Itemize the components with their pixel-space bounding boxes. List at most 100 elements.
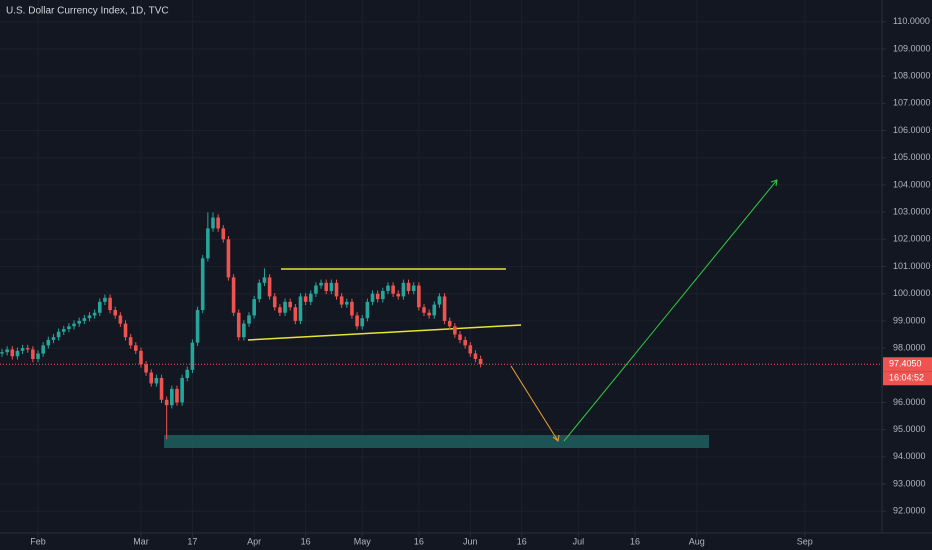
candle-body (206, 228, 210, 259)
y-tick-label: 101.0000 (893, 261, 931, 271)
support-line (247, 324, 522, 341)
candle-body (334, 282, 339, 297)
x-tick-label: 16 (301, 536, 311, 546)
down-arrow (510, 365, 559, 442)
candle-body (319, 282, 323, 286)
candle-body (278, 307, 282, 313)
candle-body (159, 377, 164, 400)
candle-body (103, 297, 107, 302)
x-tick-label: Mar (133, 536, 149, 546)
candle-body (123, 323, 128, 338)
candle-body (231, 277, 236, 313)
candle-body (164, 399, 169, 406)
candle-body (391, 285, 395, 294)
candle-body (432, 304, 437, 316)
candle-body (324, 282, 329, 291)
x-tick-label: Apr (247, 536, 261, 546)
last-price-tag (883, 357, 932, 372)
candle-body (154, 377, 159, 384)
candle-body (61, 329, 66, 332)
candle-body (473, 353, 478, 359)
y-tick-label: 96.0000 (893, 397, 926, 407)
candle-body (36, 353, 40, 359)
up-arrow (563, 179, 778, 442)
candle-body (226, 239, 231, 278)
candle-body (252, 299, 256, 316)
candle-body (427, 312, 431, 316)
candle-body (458, 334, 462, 340)
candle-body (180, 377, 184, 403)
candle-body (87, 315, 92, 319)
x-tick-label: Aug (689, 536, 705, 546)
candle-body (329, 282, 334, 291)
x-tick-label: 17 (187, 536, 197, 546)
candle-body (406, 282, 411, 291)
y-tick-label: 100.0000 (893, 288, 931, 298)
candle-body (242, 323, 246, 338)
candle-body (56, 331, 61, 338)
candles (0, 212, 483, 440)
candle-body (375, 293, 380, 300)
y-tick-label: 103.0000 (893, 206, 931, 216)
candle-body (262, 277, 267, 283)
y-tick-label: 95.0000 (893, 424, 926, 434)
candle-body (139, 350, 143, 365)
countdown-tag (883, 371, 932, 386)
candle-body (478, 358, 483, 365)
y-tick-label: 108.0000 (893, 71, 931, 81)
candle-body (381, 290, 385, 300)
candle-body (175, 388, 179, 403)
y-tick-label: 109.0000 (893, 43, 931, 53)
candle-body (293, 307, 298, 321)
candle-body (401, 282, 406, 297)
y-tick-label: 104.0000 (893, 179, 931, 189)
candle-body (257, 282, 262, 300)
y-tick-label: 94.0000 (893, 451, 926, 461)
candle-body (216, 217, 220, 229)
candle-body (51, 337, 56, 340)
candle-body (314, 285, 318, 294)
candle-body (5, 349, 9, 353)
candle-body (360, 318, 365, 327)
y-tick-label: 107.0000 (893, 98, 931, 108)
candle-body (20, 348, 25, 351)
y-tick-label: 93.0000 (893, 478, 926, 488)
candle-body (422, 307, 426, 313)
y-tick-label: 106.0000 (893, 125, 931, 135)
candle-body (221, 228, 226, 240)
y-tick-label: 105.0000 (893, 152, 931, 162)
candle-body (10, 349, 15, 357)
candle-body (77, 320, 81, 324)
candle-body (247, 315, 251, 324)
candle-body (211, 217, 215, 229)
y-tick-label: 110.0000 (893, 16, 930, 26)
candle-body (72, 323, 76, 327)
candle-body (298, 296, 303, 321)
candle-body (113, 310, 118, 316)
candle-body (386, 285, 390, 291)
candle-body (453, 326, 457, 335)
candle-body (272, 296, 277, 308)
candle-body (437, 296, 442, 305)
x-tick-label: 16 (630, 536, 640, 546)
chart-title: U.S. Dollar Currency Index, 1D, TVC (6, 6, 169, 17)
candle-body (108, 297, 112, 311)
candle-body (236, 312, 241, 338)
candle-body (82, 318, 87, 321)
candle-body (447, 320, 452, 327)
candle-body (67, 326, 71, 330)
countdown-label: 16:04:52 (889, 373, 924, 383)
candle-body (396, 293, 401, 297)
last-price-label: 97.4050 (889, 359, 922, 369)
candle-body (339, 296, 344, 305)
candle-body (468, 345, 473, 354)
candle-body (170, 388, 174, 406)
candle-body (144, 364, 148, 373)
candle-body (283, 301, 287, 313)
candle-body (41, 345, 45, 354)
candle-body (92, 312, 97, 316)
candle-body (195, 310, 200, 343)
